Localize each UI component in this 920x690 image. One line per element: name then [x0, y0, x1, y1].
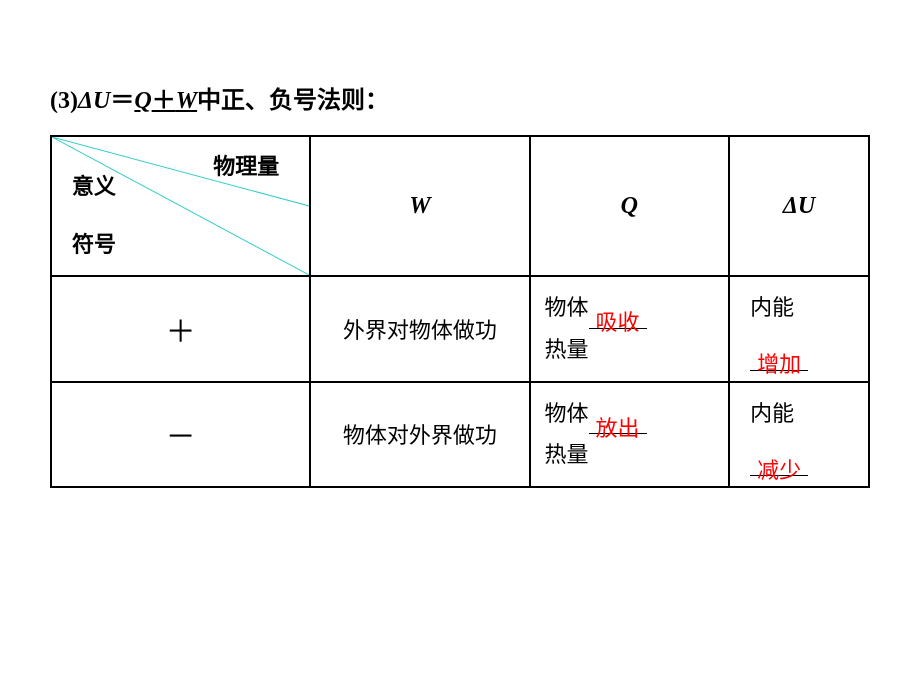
- du-answer: 减少: [757, 458, 801, 483]
- table-row: － 物体对外界做功 物体放出 热量 内能 减少: [51, 382, 869, 488]
- sign-cell-minus: －: [51, 382, 310, 488]
- q-blank: 吸收: [589, 302, 647, 328]
- du-cell: 内能 减少: [729, 382, 869, 488]
- q-cell: 物体吸收 热量: [530, 276, 730, 382]
- table-row: ＋ 外界对物体做功 物体吸收 热量 内能 增加: [51, 276, 869, 382]
- header-top-label: 物理量: [213, 149, 279, 181]
- heading-prefix: (3): [50, 88, 78, 114]
- sign-rule-table: 物理量 意义 符号 W Q ΔU ＋ 外界对物体做功 物体吸收 热量 内能 增加…: [50, 135, 870, 488]
- du-answer: 增加: [757, 352, 801, 377]
- table-header-row: 物理量 意义 符号 W Q ΔU: [51, 136, 869, 276]
- sign-cell-plus: ＋: [51, 276, 310, 382]
- col-header-q: Q: [530, 136, 730, 276]
- q-line2: 热量: [545, 337, 589, 362]
- diagonal-header-cell: 物理量 意义 符号: [51, 136, 310, 276]
- section-heading: (3)ΔU＝Q＋W中正、负号法则：: [50, 80, 870, 115]
- du-blank: 减少: [750, 450, 808, 476]
- heading-suffix: 中正、负号法则：: [197, 88, 389, 114]
- heading-formula-du: ΔU: [78, 88, 110, 114]
- header-left-label: 意义: [72, 169, 116, 201]
- col-header-w: W: [310, 136, 529, 276]
- q-blank: 放出: [589, 408, 647, 434]
- heading-eq: ＝: [110, 88, 134, 114]
- q-answer: 吸收: [596, 310, 640, 335]
- q-prefix: 物体: [545, 401, 589, 426]
- q-prefix: 物体: [545, 295, 589, 320]
- heading-formula-w: W: [176, 88, 197, 114]
- heading-formula-q: Q: [134, 88, 151, 114]
- header-bottom-label: 符号: [72, 227, 116, 259]
- q-cell: 物体放出 热量: [530, 382, 730, 488]
- heading-plus: ＋: [152, 88, 176, 114]
- du-prefix: 内能: [750, 295, 794, 320]
- du-cell: 内能 增加: [729, 276, 869, 382]
- du-prefix: 内能: [750, 401, 794, 426]
- q-answer: 放出: [596, 416, 640, 441]
- col-header-du: ΔU: [729, 136, 869, 276]
- du-blank: 增加: [750, 344, 808, 370]
- w-cell: 外界对物体做功: [310, 276, 529, 382]
- q-line2: 热量: [545, 442, 589, 467]
- w-cell: 物体对外界做功: [310, 382, 529, 488]
